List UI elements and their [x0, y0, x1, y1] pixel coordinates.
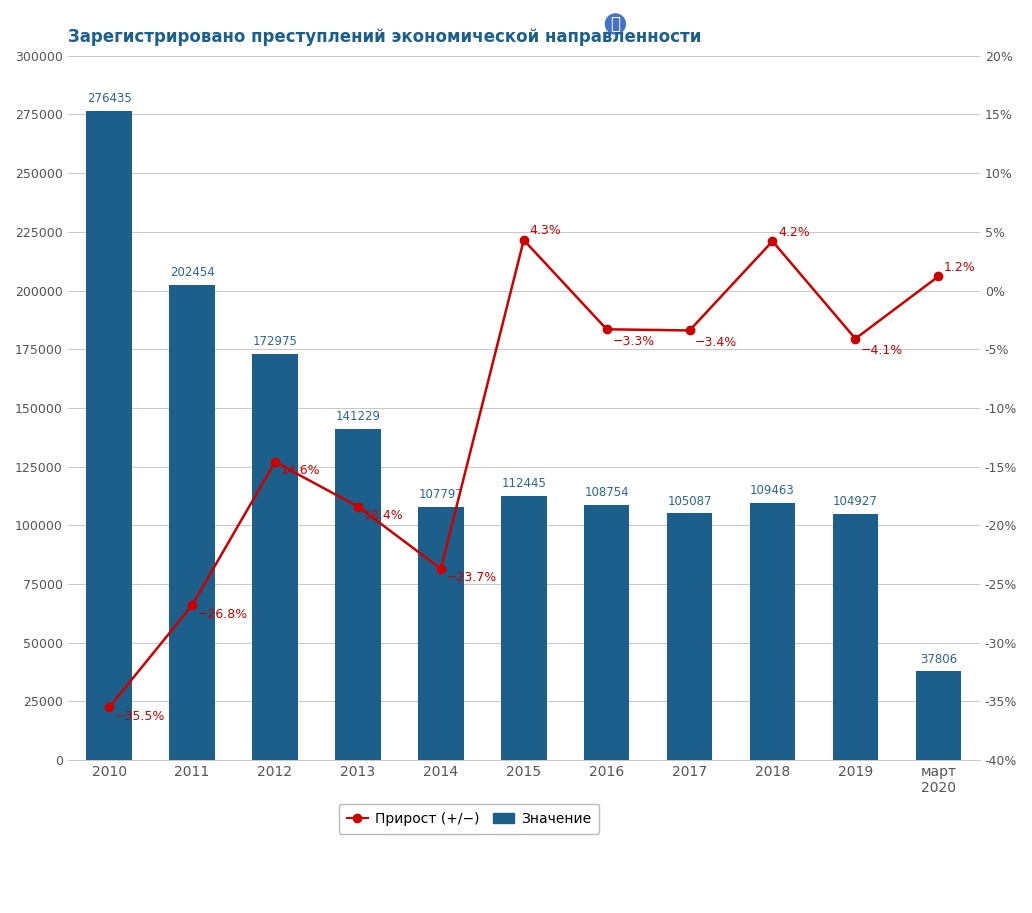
Text: 4.2%: 4.2% [778, 226, 810, 238]
Text: 105087: 105087 [668, 495, 712, 508]
Text: 104927: 104927 [833, 495, 878, 508]
Text: −4.1%: −4.1% [861, 344, 903, 357]
Text: −3.4%: −3.4% [696, 336, 738, 349]
Bar [749, 503, 796, 761]
Bar [169, 285, 215, 761]
Bar [667, 513, 712, 761]
Text: −3.3%: −3.3% [612, 334, 654, 348]
Text: −26.8%: −26.8% [198, 608, 248, 621]
Text: ⓘ: ⓘ [610, 15, 620, 33]
Text: 107797: 107797 [418, 488, 463, 501]
Bar [915, 671, 961, 761]
Text: −35.5%: −35.5% [115, 709, 165, 723]
Bar [833, 514, 878, 761]
Bar [501, 496, 547, 761]
Text: 18.4%: 18.4% [363, 509, 404, 522]
Text: Зарегистрировано преступлений экономической направленности: Зарегистрировано преступлений экономичес… [68, 27, 701, 46]
Text: 109463: 109463 [750, 484, 795, 498]
Text: −23.7%: −23.7% [447, 572, 496, 584]
Text: 108754: 108754 [584, 486, 628, 498]
Text: 202454: 202454 [169, 266, 215, 278]
Bar [584, 505, 630, 761]
Text: 14.6%: 14.6% [281, 465, 320, 477]
Bar [252, 354, 298, 761]
Bar [335, 428, 381, 761]
Text: 1.2%: 1.2% [944, 261, 975, 274]
Text: 4.3%: 4.3% [529, 225, 561, 237]
Text: 172975: 172975 [253, 335, 297, 348]
Bar [418, 507, 463, 761]
Legend: Прирост (+/−), Значение: Прирост (+/−), Значение [338, 803, 600, 834]
Text: 141229: 141229 [335, 410, 381, 423]
Text: 276435: 276435 [87, 92, 131, 105]
Text: 37806: 37806 [920, 653, 957, 666]
Bar [87, 111, 132, 761]
Text: 112445: 112445 [502, 477, 546, 490]
